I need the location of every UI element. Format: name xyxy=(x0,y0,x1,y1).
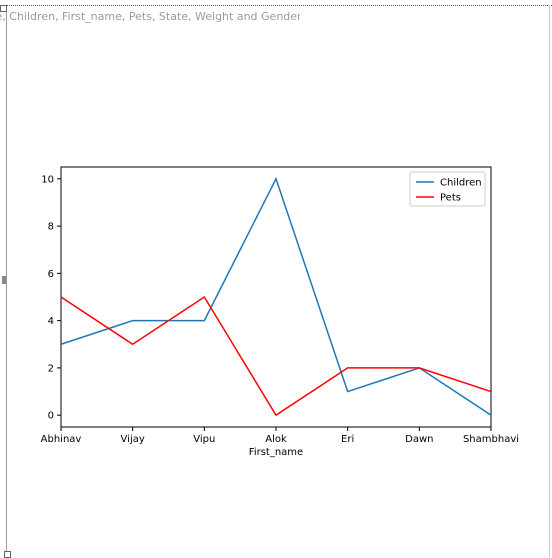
x-tick-label: Vijay xyxy=(121,434,145,445)
series-line-children xyxy=(61,179,491,415)
x-tick-label: Alok xyxy=(265,434,287,445)
x-tick-label: Dawn xyxy=(405,434,433,445)
y-tick-label: 4 xyxy=(48,316,54,327)
axes: 0 2 4 6 8 10 Abhinav Vijay Vipu Alok Eri Dawn Shambh… xyxy=(41,167,519,458)
legend: Children Pets xyxy=(410,172,485,206)
x-tick-label: Vipu xyxy=(193,434,215,445)
y-tick-label: 2 xyxy=(48,363,54,374)
y-tick-label: 8 xyxy=(48,222,54,233)
x-tick-label: Shambhavi xyxy=(463,434,519,445)
series-lines xyxy=(61,179,491,415)
y-tick-label: 10 xyxy=(41,174,54,185)
series-line-pets xyxy=(61,297,491,415)
x-tick-label: Abhinav xyxy=(41,434,82,445)
legend-label-children: Children xyxy=(440,178,482,189)
legend-label-pets: Pets xyxy=(440,193,461,204)
y-tick-label: 0 xyxy=(48,411,54,422)
x-tick-label: Eri xyxy=(341,434,354,445)
x-axis-label: First_name xyxy=(249,447,303,458)
y-tick-label: 6 xyxy=(48,269,54,280)
